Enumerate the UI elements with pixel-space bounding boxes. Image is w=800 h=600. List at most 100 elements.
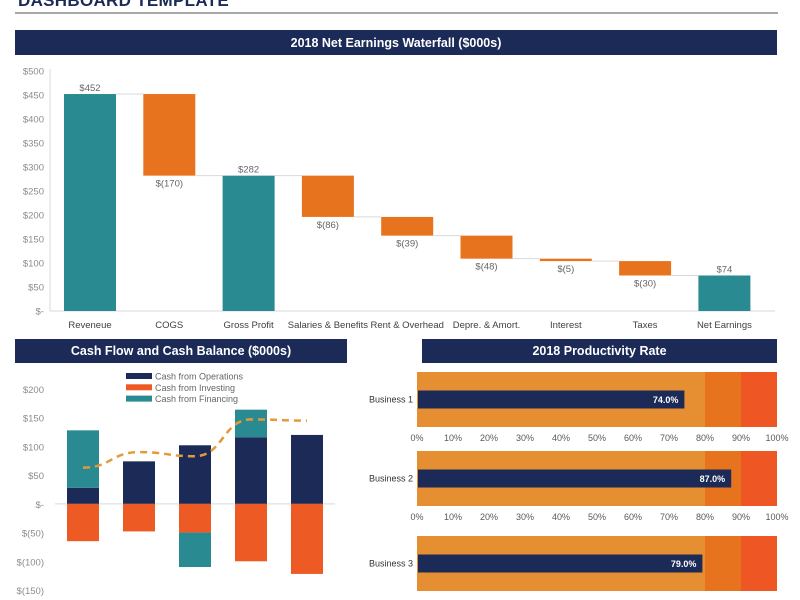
productivity-band-high <box>741 451 777 506</box>
waterfall-data-label: $(86) <box>317 220 339 231</box>
waterfall-bar <box>301 175 354 217</box>
productivity-data-label: 87.0% <box>700 474 726 484</box>
cashflow-bar-financing <box>67 430 99 488</box>
cashflow-bar-investing <box>179 503 211 533</box>
waterfall-data-label: $(5) <box>557 264 574 275</box>
waterfall-y-tick: $400 <box>23 115 44 126</box>
waterfall-data-label: $(39) <box>396 239 418 250</box>
productivity-x-tick: 90% <box>732 512 750 522</box>
cashflow-bar-operations <box>123 461 155 504</box>
cashflow-legend-label: Cash from Financing <box>155 394 238 404</box>
productivity-x-tick: 70% <box>660 512 678 522</box>
cashflow-y-tick: $150 <box>23 414 44 425</box>
productivity-x-tick: 100% <box>765 512 788 522</box>
productivity-x-tick: 60% <box>624 433 642 443</box>
waterfall-y-tick: $50 <box>28 283 44 294</box>
productivity-band-mid <box>705 372 741 427</box>
waterfall-bar <box>64 94 116 311</box>
waterfall-header: 2018 Net Earnings Waterfall ($000s) <box>15 30 777 55</box>
productivity-x-tick: 0% <box>410 512 423 522</box>
cashflow-y-tick: $(50) <box>22 529 44 540</box>
productivity-x-tick: 50% <box>588 433 606 443</box>
cashflow-y-tick: $(150) <box>17 586 44 597</box>
waterfall-data-label: $(170) <box>156 179 183 190</box>
productivity-x-tick: 20% <box>480 512 498 522</box>
cashflow-legend-label: Cash from Operations <box>155 372 244 382</box>
cashflow-bar-financing <box>179 532 211 568</box>
cashflow-legend-swatch <box>126 384 152 391</box>
waterfall-x-tick: Depre. & Amort. <box>453 320 521 331</box>
productivity-bar <box>418 390 685 409</box>
waterfall-x-tick: Interest <box>550 320 582 331</box>
cashflow-bar-investing <box>235 503 267 562</box>
cashflow-bar-operations <box>67 487 99 504</box>
productivity-x-tick: 10% <box>444 512 462 522</box>
waterfall-data-label: $(30) <box>634 278 656 289</box>
cashflow-legend-label: Cash from Investing <box>155 383 235 393</box>
productivity-data-label: 74.0% <box>653 395 679 405</box>
productivity-category-label: Business 2 <box>369 474 413 484</box>
waterfall-y-tick: $500 <box>23 67 44 78</box>
waterfall-x-tick: Salaries & Benefits <box>288 320 369 331</box>
cashflow-bar-operations <box>235 437 267 504</box>
cashflow-bar-financing <box>235 409 267 438</box>
cashflow-bar-investing <box>123 503 155 532</box>
productivity-band-high <box>741 536 777 591</box>
productivity-x-tick: 30% <box>516 433 534 443</box>
waterfall-y-tick: $350 <box>23 139 44 150</box>
cashflow-legend-swatch <box>126 373 152 379</box>
cashflow-y-tick: $(100) <box>17 557 44 568</box>
waterfall-x-tick: Reveneue <box>68 320 111 331</box>
waterfall-bar <box>698 275 751 311</box>
waterfall-y-tick: $150 <box>23 235 44 246</box>
productivity-category-label: Business 1 <box>369 395 413 405</box>
productivity-band-mid <box>705 536 741 591</box>
productivity-x-tick: 10% <box>444 433 462 443</box>
waterfall-bar <box>222 175 275 311</box>
cashflow-legend-swatch <box>126 395 152 402</box>
productivity-x-tick: 100% <box>765 433 788 443</box>
productivity-x-tick: 0% <box>410 433 423 443</box>
productivity-x-tick: 50% <box>588 512 606 522</box>
productivity-x-tick: 40% <box>552 433 570 443</box>
cashflow-bar-operations <box>291 434 323 504</box>
productivity-band-high <box>741 372 777 427</box>
waterfall-y-tick: $100 <box>23 259 44 270</box>
productivity-category-label: Business 3 <box>369 559 413 569</box>
waterfall-bar <box>143 94 196 176</box>
cashflow-bar-investing <box>291 503 323 574</box>
waterfall-data-label: $282 <box>238 165 259 176</box>
productivity-x-tick: 40% <box>552 512 570 522</box>
cashflow-bar-investing <box>67 503 99 542</box>
productivity-header: 2018 Productivity Rate <box>422 339 777 363</box>
waterfall-x-tick: Net Earnings <box>697 320 752 331</box>
waterfall-data-label: $(48) <box>475 262 497 273</box>
productivity-x-tick: 30% <box>516 512 534 522</box>
waterfall-bar <box>619 261 672 276</box>
page-title: DASHBOARD TEMPLATE <box>18 0 229 10</box>
productivity-bar <box>418 554 703 573</box>
productivity-x-tick: 90% <box>732 433 750 443</box>
cashflow-y-tick: $200 <box>23 385 44 396</box>
productivity-bar <box>418 469 732 488</box>
cashflow-y-tick: $50 <box>28 471 44 482</box>
waterfall-x-tick: Rent & Overhead <box>370 320 443 331</box>
waterfall-data-label: $452 <box>79 83 100 94</box>
waterfall-y-tick: $450 <box>23 91 44 102</box>
productivity-x-tick: 80% <box>696 433 714 443</box>
waterfall-x-tick: COGS <box>155 320 183 331</box>
waterfall-y-tick: $- <box>36 307 44 318</box>
waterfall-data-label: $74 <box>716 264 732 275</box>
productivity-x-tick: 70% <box>660 433 678 443</box>
waterfall-bar <box>381 216 434 236</box>
waterfall-x-tick: Gross Profit <box>224 320 275 331</box>
waterfall-y-tick: $200 <box>23 211 44 222</box>
cashflow-y-tick: $100 <box>23 442 44 453</box>
waterfall-y-tick: $250 <box>23 187 44 198</box>
waterfall-bar <box>539 258 592 262</box>
productivity-data-label: 79.0% <box>671 559 697 569</box>
productivity-x-tick: 80% <box>696 512 714 522</box>
cashflow-balance-line <box>82 418 308 469</box>
title-divider <box>15 12 778 14</box>
